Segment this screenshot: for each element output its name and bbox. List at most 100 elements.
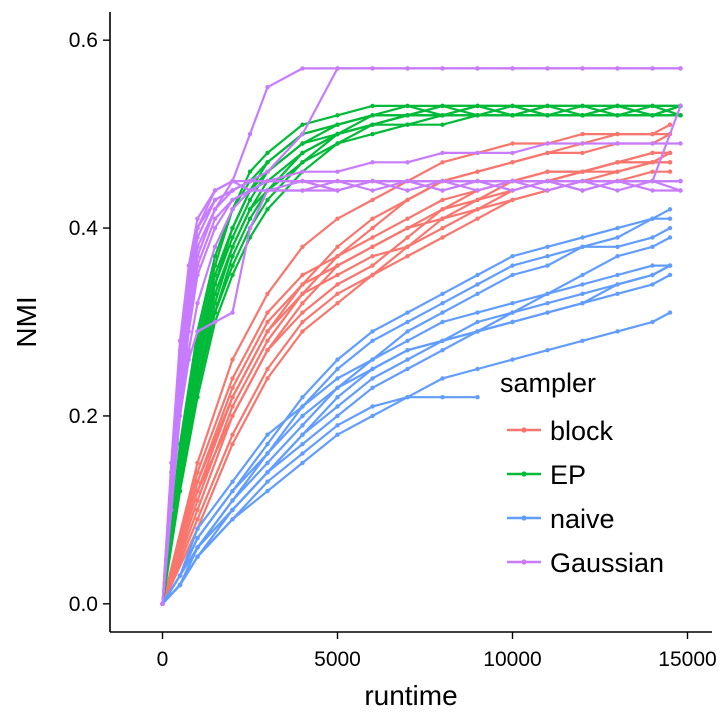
data-point [440,235,445,240]
data-point [545,263,550,268]
data-point [212,254,218,259]
data-point [650,103,655,109]
data-point [247,188,253,193]
x-tick-label: 5000 [314,648,361,671]
data-point [370,263,375,268]
data-point [475,103,480,109]
data-point [580,103,585,109]
data-point [650,131,655,137]
data-point [370,413,375,419]
data-point [265,451,270,456]
series-lines [160,66,683,606]
data-point [177,582,183,588]
data-point [440,395,445,400]
data-point [615,272,620,278]
data-point [510,178,515,184]
data-point [405,319,410,325]
series-EP-19 [160,113,683,606]
data-point [580,235,585,240]
data-point [195,329,200,334]
data-point [650,150,655,156]
data-point [370,272,375,278]
data-point [650,263,655,268]
data-point [230,441,235,447]
data-point [475,216,480,221]
data-point [230,235,235,240]
data-point [300,66,305,71]
data-point [300,441,305,447]
data-point [475,272,480,278]
data-point [230,385,235,390]
data-point [300,131,305,137]
data-point [440,310,445,315]
data-point [370,404,375,409]
data-point [335,423,340,428]
data-point [335,376,340,381]
data-point [230,507,235,513]
data-point [265,188,270,193]
series-line [161,123,671,605]
legend-key-point [521,559,527,565]
data-point [300,291,305,296]
data-point [510,319,515,325]
data-point [650,216,655,221]
y-axis-ticks: 0.0 0.2 0.4 0.6 [69,29,110,616]
data-point [667,169,673,174]
data-point [212,301,218,306]
legend-key-point [521,471,527,477]
data-point [195,535,200,541]
x-tick-label: 0 [157,648,169,671]
data-point [475,169,480,174]
data-point [545,301,550,306]
data-point [510,310,515,315]
data-point [650,272,655,278]
data-point [545,103,550,109]
data-point [177,413,183,419]
data-point [667,225,673,231]
data-point [186,357,191,362]
data-point [212,272,218,278]
data-point [335,291,340,296]
data-point [475,395,480,400]
data-point [405,122,410,127]
data-point [195,357,200,362]
data-point [615,188,620,193]
data-point [247,225,253,231]
data-point [475,310,480,315]
data-point [667,216,673,221]
data-point [615,141,620,146]
data-point [247,178,253,184]
data-point [370,131,375,137]
data-point [230,413,235,419]
legend-items: block EP naive Gaussian [507,416,664,578]
series-block-8 [160,122,673,606]
data-point [265,376,270,381]
data-point [186,272,191,278]
data-point [615,244,620,249]
data-point [650,244,655,249]
data-point [440,66,445,71]
data-point [440,225,445,231]
data-point [580,282,585,287]
data-point [667,160,673,165]
data-point [580,188,585,193]
data-point [667,235,673,240]
data-point [230,225,235,231]
data-point [265,169,270,174]
data-point [169,470,174,475]
data-point [335,263,340,268]
data-point [370,376,375,381]
data-point [405,178,410,184]
data-point [265,85,270,90]
data-point [510,66,515,71]
data-point [186,319,191,325]
data-point [615,66,620,71]
data-point [195,545,200,550]
y-tick-label: 0.4 [69,217,99,240]
data-point [370,66,375,71]
data-point [370,103,375,109]
data-point [265,207,270,212]
data-point [580,244,585,249]
data-point [405,197,410,203]
data-point [195,526,200,531]
